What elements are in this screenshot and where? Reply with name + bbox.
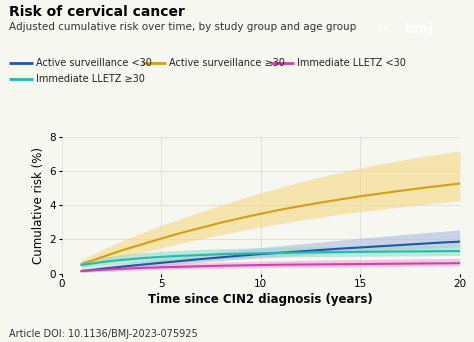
- Text: Adjusted cumulative risk over time, by study group and age group: Adjusted cumulative risk over time, by s…: [9, 22, 357, 32]
- Text: Active surveillance ≥30: Active surveillance ≥30: [169, 58, 284, 68]
- Text: bmj: bmj: [405, 22, 434, 36]
- Text: the: the: [376, 24, 391, 33]
- Text: Immediate LLETZ <30: Immediate LLETZ <30: [297, 58, 406, 68]
- Text: Article DOI: 10.1136/BMJ-2023-075925: Article DOI: 10.1136/BMJ-2023-075925: [9, 329, 198, 339]
- Text: Risk of cervical cancer: Risk of cervical cancer: [9, 5, 185, 19]
- Text: Active surveillance <30: Active surveillance <30: [36, 58, 152, 68]
- Text: Immediate LLETZ ≥30: Immediate LLETZ ≥30: [36, 74, 145, 84]
- X-axis label: Time since CIN2 diagnosis (years): Time since CIN2 diagnosis (years): [148, 293, 373, 306]
- Y-axis label: Cumulative risk (%): Cumulative risk (%): [32, 147, 46, 264]
